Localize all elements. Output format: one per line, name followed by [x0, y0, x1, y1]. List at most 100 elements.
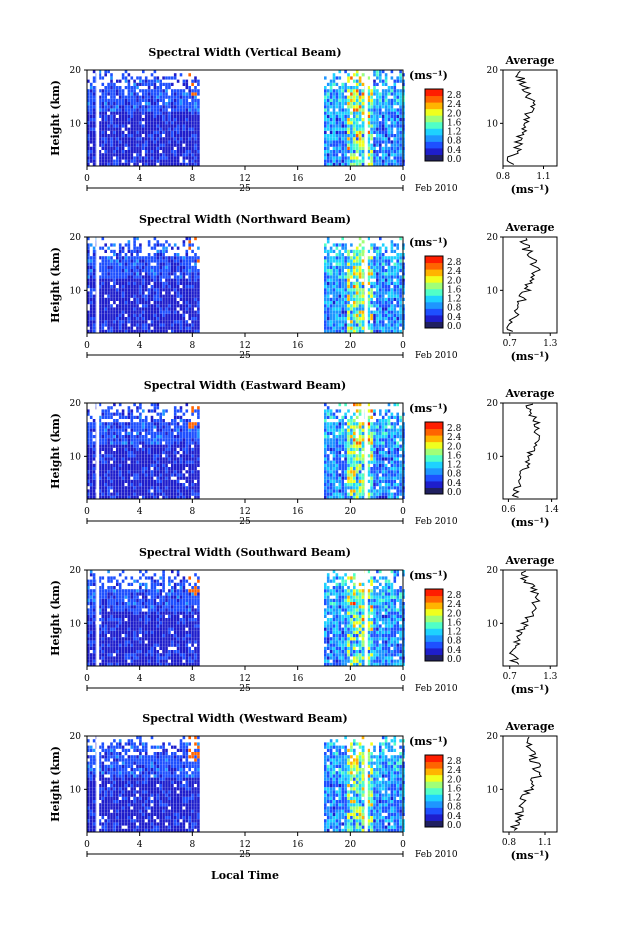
heatmap-cell [139, 269, 142, 273]
heatmap-cell [89, 159, 93, 163]
heatmap-cell [98, 425, 102, 429]
heatmap-cell [156, 428, 160, 432]
average-frame [502, 69, 558, 167]
heatmap-cell [147, 288, 151, 292]
heatmap-cell [324, 317, 327, 321]
heatmap-cell [98, 483, 102, 487]
heatmap-cell [381, 121, 385, 125]
heatmap-cell [332, 118, 336, 122]
heatmap-cell [139, 127, 142, 131]
heatmap-cell [384, 278, 388, 282]
heatmap-cell [367, 454, 370, 458]
heatmap-cell [344, 313, 347, 317]
heatmap-cell [130, 435, 134, 439]
heatmap-cell [171, 451, 174, 455]
heatmap-cell [171, 489, 174, 493]
heatmap-cell [376, 137, 379, 141]
heatmap-cell [107, 415, 110, 419]
heatmap-cell [326, 275, 330, 279]
heatmap-cell [197, 285, 200, 289]
heatmap-cell [139, 259, 142, 263]
heatmap-cell [147, 240, 151, 244]
heatmap-cell [182, 486, 186, 490]
heatmap-cell [173, 130, 177, 134]
heatmap-cell [387, 326, 391, 330]
heatmap-cell [150, 486, 154, 490]
heatmap-cell [113, 422, 116, 426]
heatmap-cell [370, 473, 373, 477]
heatmap-cell [98, 415, 102, 419]
heatmap-cell [379, 323, 382, 327]
heatmap-cell [194, 422, 197, 426]
heatmap-cell [370, 294, 373, 298]
heatmap-cell [188, 425, 191, 429]
heatmap-cell [89, 111, 93, 115]
heatmap-cell [376, 92, 379, 96]
heatmap-cell [92, 489, 96, 493]
heatmap-cell [101, 492, 105, 496]
heatmap-cell [176, 473, 180, 477]
heatmap-cell [396, 272, 399, 276]
heatmap-cell [98, 473, 102, 477]
heatmap-cell [147, 89, 151, 93]
heatmap-cell [171, 114, 174, 118]
heatmap-cell [373, 111, 376, 115]
heatmap-cell [127, 111, 131, 115]
heatmap-cell [173, 153, 177, 157]
heatmap-cell [171, 159, 174, 163]
heatmap-cell [159, 243, 162, 247]
heatmap-cell [153, 243, 157, 247]
heatmap-cell [124, 265, 128, 269]
heatmap-cell [168, 76, 171, 80]
heatmap-cell [168, 479, 171, 483]
heatmap-cell [179, 111, 183, 115]
heatmap-cell [159, 146, 162, 150]
heatmap-cell [156, 140, 160, 144]
heatmap-cell [130, 467, 134, 471]
heatmap-cell [367, 438, 370, 442]
heatmap-cell [376, 428, 379, 432]
heatmap-cell [89, 415, 93, 419]
heatmap-cell [332, 137, 336, 141]
heatmap-cell [124, 323, 128, 327]
heatmap-cell [182, 301, 186, 305]
heatmap-cell [142, 118, 145, 122]
heatmap-cell [194, 438, 197, 442]
heatmap-cell [191, 317, 194, 321]
heatmap-cell [121, 150, 125, 154]
heatmap-cell [194, 259, 197, 263]
heatmap-cell [162, 102, 165, 106]
heatmap-cell [92, 256, 96, 260]
heatmap-cell [350, 447, 353, 451]
heatmap-cell [379, 108, 382, 112]
heatmap-cell [341, 444, 344, 448]
heatmap-cell [130, 329, 134, 333]
heatmap-cell [399, 114, 402, 118]
heatmap-cell [367, 146, 370, 150]
heatmap-cell [384, 269, 388, 273]
heatmap-cell [136, 451, 139, 455]
heatmap-cell [396, 291, 399, 295]
heatmap-cell [124, 137, 128, 141]
heatmap-cell [191, 463, 194, 467]
heatmap-cell [326, 95, 330, 99]
heatmap-cell [104, 409, 107, 413]
heatmap-cell [355, 479, 359, 483]
heatmap-cell [326, 463, 330, 467]
heatmap-cell [338, 89, 342, 93]
heatmap-cell [381, 329, 385, 333]
heatmap-cell [159, 275, 162, 279]
heatmap-cell [87, 323, 90, 327]
heatmap-cell [168, 111, 171, 115]
heatmap-cell [344, 320, 347, 324]
heatmap-cell [338, 118, 342, 122]
heatmap-cell [171, 130, 174, 134]
heatmap-cell [353, 73, 356, 77]
heatmap-cell [110, 435, 113, 439]
heatmap-cell [150, 307, 154, 311]
heatmap-cell [147, 92, 151, 96]
heatmap-cell [136, 86, 139, 90]
heatmap-cell [341, 243, 344, 247]
heatmap-cell [89, 127, 93, 131]
heatmap-cell [173, 409, 177, 413]
